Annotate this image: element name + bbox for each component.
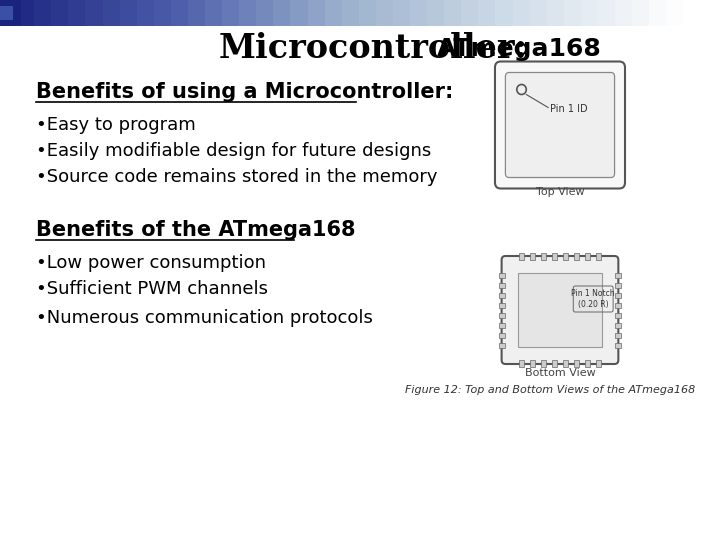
Bar bbox=[17, 0, 34, 26]
Text: •Easily modifiable design for future designs: •Easily modifiable design for future des… bbox=[36, 142, 431, 160]
Bar bbox=[499, 333, 505, 338]
Bar bbox=[205, 0, 222, 26]
Bar bbox=[307, 0, 325, 26]
FancyBboxPatch shape bbox=[505, 72, 615, 178]
Bar bbox=[615, 282, 621, 287]
Bar bbox=[552, 360, 557, 367]
Bar bbox=[598, 0, 615, 26]
Text: •Easy to program: •Easy to program bbox=[36, 116, 196, 134]
Bar bbox=[410, 0, 427, 26]
Bar bbox=[581, 0, 598, 26]
Text: Microcontroller:: Microcontroller: bbox=[218, 31, 527, 64]
Bar bbox=[519, 360, 523, 367]
Bar bbox=[530, 253, 535, 260]
Text: Top View: Top View bbox=[536, 187, 585, 197]
Bar bbox=[499, 342, 505, 348]
Bar bbox=[563, 360, 568, 367]
Bar bbox=[0, 0, 21, 26]
Bar bbox=[596, 360, 601, 367]
Bar bbox=[615, 0, 632, 26]
Bar bbox=[499, 302, 505, 307]
Text: Benefits of using a Microcontroller:: Benefits of using a Microcontroller: bbox=[36, 82, 454, 102]
Bar bbox=[290, 0, 307, 26]
Bar bbox=[564, 0, 581, 26]
Bar bbox=[171, 0, 188, 26]
Bar bbox=[499, 313, 505, 318]
Bar bbox=[154, 0, 171, 26]
Bar bbox=[541, 360, 546, 367]
Bar bbox=[552, 253, 557, 260]
Text: •Low power consumption: •Low power consumption bbox=[36, 254, 266, 272]
Text: Pin 1 Notch
(0.20 R): Pin 1 Notch (0.20 R) bbox=[572, 289, 615, 309]
Bar bbox=[499, 273, 505, 278]
Text: Pin 1 ID: Pin 1 ID bbox=[550, 105, 588, 114]
Bar bbox=[137, 0, 154, 26]
Bar bbox=[585, 360, 590, 367]
Bar bbox=[51, 0, 68, 26]
Bar bbox=[0, 0, 17, 26]
Bar bbox=[325, 0, 342, 26]
Bar bbox=[513, 0, 530, 26]
Bar bbox=[499, 293, 505, 298]
Bar bbox=[563, 253, 568, 260]
Bar bbox=[530, 360, 535, 367]
Bar bbox=[376, 0, 393, 26]
Bar bbox=[519, 253, 523, 260]
Bar bbox=[34, 0, 51, 26]
Bar bbox=[256, 0, 274, 26]
Bar bbox=[102, 0, 120, 26]
Bar bbox=[120, 0, 137, 26]
Text: Benefits of the ATmega168: Benefits of the ATmega168 bbox=[36, 220, 356, 240]
FancyBboxPatch shape bbox=[495, 62, 625, 188]
Bar bbox=[86, 0, 102, 26]
Bar bbox=[427, 0, 444, 26]
Bar bbox=[575, 253, 579, 260]
Bar bbox=[393, 0, 410, 26]
Bar bbox=[615, 313, 621, 318]
Bar bbox=[239, 0, 256, 26]
Bar bbox=[342, 0, 359, 26]
Bar bbox=[585, 253, 590, 260]
Text: •Numerous communication protocols: •Numerous communication protocols bbox=[36, 309, 373, 327]
Bar bbox=[478, 0, 495, 26]
Bar bbox=[359, 0, 376, 26]
Bar bbox=[499, 282, 505, 287]
Bar bbox=[495, 0, 513, 26]
Bar bbox=[615, 333, 621, 338]
Bar bbox=[632, 0, 649, 26]
Bar bbox=[666, 0, 683, 26]
Bar bbox=[462, 0, 478, 26]
Bar bbox=[649, 0, 666, 26]
Bar bbox=[615, 273, 621, 278]
Text: Bottom View: Bottom View bbox=[525, 368, 595, 378]
FancyBboxPatch shape bbox=[502, 256, 618, 364]
FancyBboxPatch shape bbox=[518, 273, 602, 347]
Bar bbox=[575, 360, 579, 367]
Bar bbox=[188, 0, 205, 26]
Bar bbox=[444, 0, 462, 26]
Bar bbox=[0, 6, 13, 20]
Text: ATmega168: ATmega168 bbox=[436, 37, 601, 61]
Bar bbox=[615, 293, 621, 298]
Bar bbox=[530, 0, 546, 26]
Bar bbox=[596, 253, 601, 260]
Bar bbox=[615, 342, 621, 348]
Bar bbox=[68, 0, 86, 26]
Bar bbox=[499, 322, 505, 327]
Text: •Source code remains stored in the memory: •Source code remains stored in the memor… bbox=[36, 168, 438, 186]
Bar bbox=[222, 0, 239, 26]
Bar bbox=[615, 322, 621, 327]
Text: •Sufficient PWM channels: •Sufficient PWM channels bbox=[36, 280, 268, 298]
Text: Figure 12: Top and Bottom Views of the ATmega168: Figure 12: Top and Bottom Views of the A… bbox=[405, 385, 696, 395]
Bar bbox=[274, 0, 290, 26]
Bar bbox=[541, 253, 546, 260]
Bar bbox=[546, 0, 564, 26]
Bar bbox=[615, 302, 621, 307]
